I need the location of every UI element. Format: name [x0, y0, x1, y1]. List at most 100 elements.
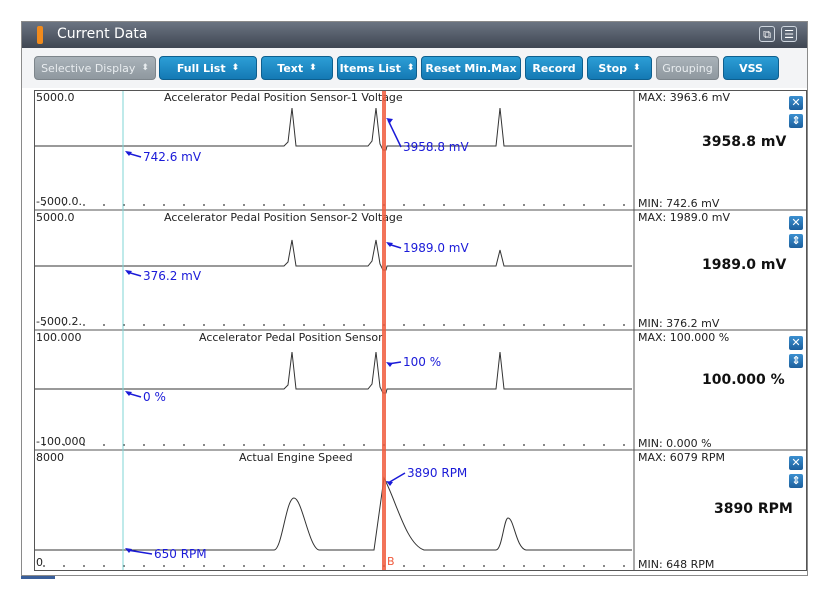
axis-tick [183, 204, 185, 206]
axis-tick [223, 204, 225, 206]
axis-tick [103, 324, 105, 326]
close-icon[interactable]: ✕ [789, 336, 803, 350]
axis-tick [443, 204, 445, 206]
graph-min-value: MIN: 648 RPM [638, 558, 714, 571]
toolbar-button-full-list[interactable]: Full List ⬍ [159, 56, 257, 80]
axis-tick [163, 565, 165, 567]
axis-tick [303, 204, 305, 206]
toolbar-button-label: Record [532, 61, 576, 75]
cursor-a-value: 650 RPM [154, 547, 207, 561]
axis-tick [423, 324, 425, 326]
graph-ymin-label: -5000.0. [36, 195, 82, 208]
signal-trace [34, 107, 632, 151]
axis-tick [563, 324, 565, 326]
graph-min-value: MIN: 376.2 mV [638, 317, 720, 330]
axis-tick [463, 324, 465, 326]
cursor-a-value: 0 % [143, 390, 166, 404]
axis-tick [263, 565, 265, 567]
move-updown-icon[interactable]: ⇕ [789, 114, 803, 128]
graph-name: Accelerator Pedal Position Sensor-1 Volt… [164, 91, 403, 104]
axis-tick [283, 565, 285, 567]
toolbar-button-stop[interactable]: Stop ⬍ [587, 56, 652, 80]
axis-tick [283, 324, 285, 326]
axis-tick [623, 565, 625, 567]
signal-trace [34, 476, 632, 551]
axis-tick [583, 324, 585, 326]
axis-tick [363, 444, 365, 446]
cursor-a-arrow-icon [125, 151, 132, 156]
axis-tick [263, 324, 265, 326]
axis-tick [83, 565, 85, 567]
graph-frame [34, 90, 807, 571]
cursor-b-value: 3890 RPM [407, 466, 467, 480]
menu-icon[interactable]: ☰ [781, 26, 797, 42]
axis-tick [243, 565, 245, 567]
axis-tick [603, 444, 605, 446]
updown-arrow-icon: ⬍ [141, 63, 149, 73]
axis-tick [443, 444, 445, 446]
toolbar-button-text[interactable]: Text ⬍ [261, 56, 333, 80]
toolbar-button-vss[interactable]: VSS [723, 56, 779, 80]
toolbar-button-label: Items List [339, 61, 401, 75]
signal-trace [34, 351, 632, 394]
updown-arrow-icon: ⬍ [231, 63, 240, 73]
cursor-a-pointer [126, 549, 153, 555]
axis-tick [123, 324, 125, 326]
toolbar-button-items-list[interactable]: Items List ⬍ [337, 56, 417, 80]
graph-current-value: 1989.0 mV [702, 257, 786, 273]
window-title: Current Data [57, 26, 148, 42]
title-marker-icon [37, 26, 43, 44]
close-icon[interactable]: ✕ [789, 216, 803, 230]
close-icon[interactable]: ✕ [789, 96, 803, 110]
axis-tick [303, 565, 305, 567]
axis-tick [323, 204, 325, 206]
axis-tick [543, 444, 545, 446]
close-icon[interactable]: ✕ [789, 456, 803, 470]
axis-tick [63, 444, 65, 446]
move-updown-icon[interactable]: ⇕ [789, 234, 803, 248]
axis-tick [243, 444, 245, 446]
toolbar-button-grouping[interactable]: Grouping [656, 56, 719, 80]
graph-min-value: MIN: 742.6 mV [638, 197, 720, 210]
axis-tick [463, 565, 465, 567]
axis-tick [143, 204, 145, 206]
graph-name: Accelerator Pedal Position Sensor [199, 331, 383, 344]
current-data-window: Current Data ⧉ ☰ Selective Display ⬍ Full … [21, 21, 808, 576]
restore-icon[interactable]: ⧉ [759, 26, 775, 42]
axis-tick [523, 565, 525, 567]
axis-tick [283, 204, 285, 206]
axis-tick [363, 324, 365, 326]
axis-tick [503, 565, 505, 567]
axis-tick [523, 324, 525, 326]
toolbar-button-reset-min-max[interactable]: Reset Min.Max [421, 56, 521, 80]
move-updown-icon[interactable]: ⇕ [789, 354, 803, 368]
axis-tick [123, 565, 125, 567]
axis-tick [403, 324, 405, 326]
axis-tick [343, 444, 345, 446]
axis-tick [563, 204, 565, 206]
toolbar-button-selective-display[interactable]: Selective Display ⬍ [34, 56, 156, 80]
axis-tick [163, 444, 165, 446]
cursor-b-line[interactable] [382, 90, 386, 571]
axis-tick [623, 444, 625, 446]
axis-tick [543, 565, 545, 567]
toolbar-button-label: Text [277, 61, 304, 75]
axis-tick [103, 444, 105, 446]
graph-ymax-label: 100.000 [36, 331, 82, 344]
axis-tick [43, 444, 45, 446]
toolbar-button-label: VSS [739, 61, 763, 75]
axis-tick [423, 565, 425, 567]
move-updown-icon[interactable]: ⇕ [789, 474, 803, 488]
graph-current-value: 3958.8 mV [702, 134, 786, 150]
axis-tick [203, 444, 205, 446]
toolbar: Selective Display ⬍ Full List ⬍ Text ⬍ Items L… [22, 48, 807, 88]
axis-tick [463, 444, 465, 446]
axis-tick [263, 204, 265, 206]
axis-tick [603, 565, 605, 567]
axis-tick [103, 204, 105, 206]
bottom-indicator [21, 576, 55, 579]
axis-tick [443, 565, 445, 567]
axis-tick [563, 444, 565, 446]
axis-tick [503, 204, 505, 206]
toolbar-button-record[interactable]: Record [525, 56, 583, 80]
